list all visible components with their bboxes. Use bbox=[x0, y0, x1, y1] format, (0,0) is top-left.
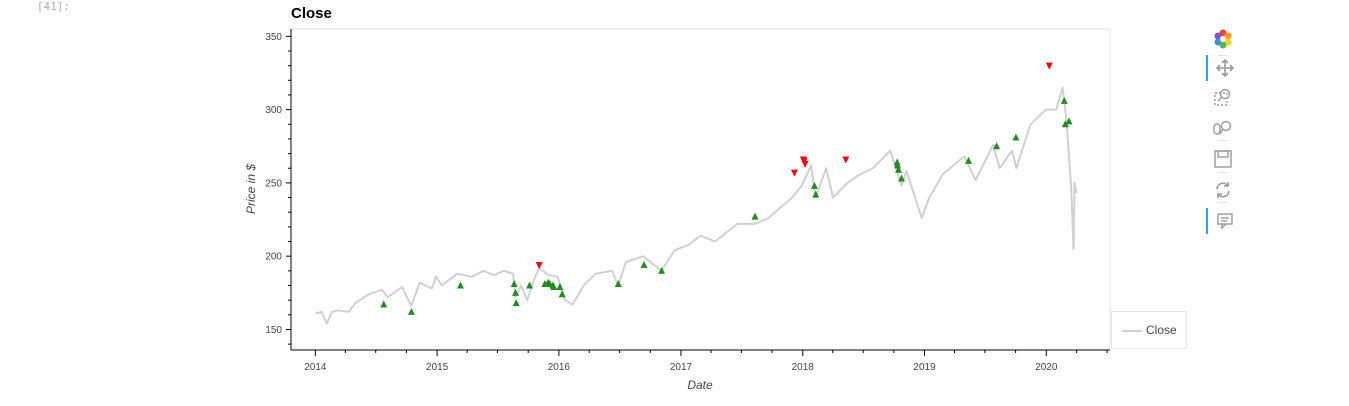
legend: Close bbox=[1111, 311, 1187, 349]
toolbar bbox=[1206, 24, 1240, 244]
buy-marker bbox=[556, 282, 564, 290]
toolbar-separator bbox=[1218, 172, 1228, 173]
y-axis-title: Price in $ bbox=[244, 164, 258, 214]
pan-icon bbox=[1216, 59, 1234, 77]
y-tick-label: 300 bbox=[265, 105, 282, 116]
buy-marker bbox=[640, 260, 648, 268]
hover-tool-button[interactable] bbox=[1206, 208, 1242, 234]
buy-marker bbox=[810, 181, 818, 189]
legend-label-close[interactable]: Close bbox=[1146, 323, 1177, 337]
series-line-close bbox=[315, 86, 1078, 325]
y-tick-label: 250 bbox=[265, 178, 282, 189]
y-tick-label: 200 bbox=[265, 252, 282, 263]
buy-marker bbox=[526, 281, 534, 289]
x-ticks: 2014 2015 2016 2017 2018 2019 2020 bbox=[304, 350, 1108, 373]
sell-marker bbox=[535, 261, 543, 269]
buy-marker bbox=[751, 212, 759, 220]
x-tick-label: 2015 bbox=[426, 362, 449, 373]
buy-marker bbox=[512, 299, 520, 307]
buy-marker bbox=[894, 165, 902, 173]
buy-marker bbox=[1012, 133, 1020, 141]
x-tick-label: 2020 bbox=[1035, 362, 1058, 373]
x-tick-label: 2016 bbox=[548, 362, 571, 373]
sell-marker bbox=[801, 160, 809, 168]
y-tick-label: 150 bbox=[265, 325, 282, 336]
buy-marker bbox=[658, 266, 666, 274]
toolbar-separator bbox=[1218, 140, 1228, 141]
pan-tool-button[interactable] bbox=[1206, 55, 1242, 81]
buy-marker bbox=[1060, 96, 1068, 104]
x-tick-label: 2017 bbox=[670, 362, 693, 373]
y-ticks: 150 200 250 300 350 bbox=[265, 32, 291, 345]
x-tick-label: 2014 bbox=[304, 362, 327, 373]
box-zoom-icon bbox=[1214, 88, 1231, 106]
x-tick-label: 2018 bbox=[792, 362, 815, 373]
marker-layer bbox=[380, 62, 1073, 315]
reset-icon bbox=[1216, 182, 1230, 198]
buy-marker bbox=[893, 161, 901, 169]
cell-prompt: [41]: bbox=[36, 0, 70, 13]
x-tick-label: 2019 bbox=[913, 362, 936, 373]
sell-marker bbox=[842, 156, 850, 164]
save-tool-button[interactable] bbox=[1206, 146, 1240, 172]
sell-marker bbox=[790, 169, 798, 177]
y-tick-label: 350 bbox=[265, 32, 282, 43]
buy-marker bbox=[897, 174, 905, 182]
buy-marker bbox=[1061, 120, 1069, 128]
buy-marker bbox=[614, 280, 622, 288]
wheel-zoom-tool-button[interactable] bbox=[1206, 115, 1240, 141]
x-axis-title: Date bbox=[687, 378, 713, 392]
box-zoom-tool-button[interactable] bbox=[1206, 84, 1240, 110]
buy-marker bbox=[512, 288, 520, 296]
bokeh-logo-icon[interactable] bbox=[1206, 26, 1240, 52]
hover-icon bbox=[1217, 213, 1233, 230]
buy-marker bbox=[993, 142, 1001, 150]
buy-marker bbox=[380, 300, 388, 308]
legend-swatch-close bbox=[1122, 330, 1142, 332]
chart-title: Close bbox=[291, 5, 332, 22]
buy-marker bbox=[510, 280, 518, 288]
save-icon bbox=[1214, 150, 1232, 168]
buy-marker bbox=[893, 158, 901, 166]
buy-marker bbox=[550, 282, 558, 290]
wheel-zoom-icon bbox=[1213, 120, 1232, 135]
plot-frame bbox=[290, 28, 1111, 351]
buy-marker bbox=[965, 156, 973, 164]
series-layer bbox=[315, 86, 1078, 325]
buy-marker bbox=[407, 307, 415, 315]
toolbar-separator bbox=[1218, 55, 1228, 56]
toolbar-separator bbox=[1218, 202, 1228, 203]
buy-marker bbox=[456, 281, 464, 289]
buy-marker bbox=[558, 290, 566, 298]
buy-marker bbox=[1065, 117, 1073, 125]
buy-marker bbox=[812, 190, 820, 198]
reset-tool-button[interactable] bbox=[1206, 177, 1240, 203]
sell-marker bbox=[1045, 62, 1053, 70]
